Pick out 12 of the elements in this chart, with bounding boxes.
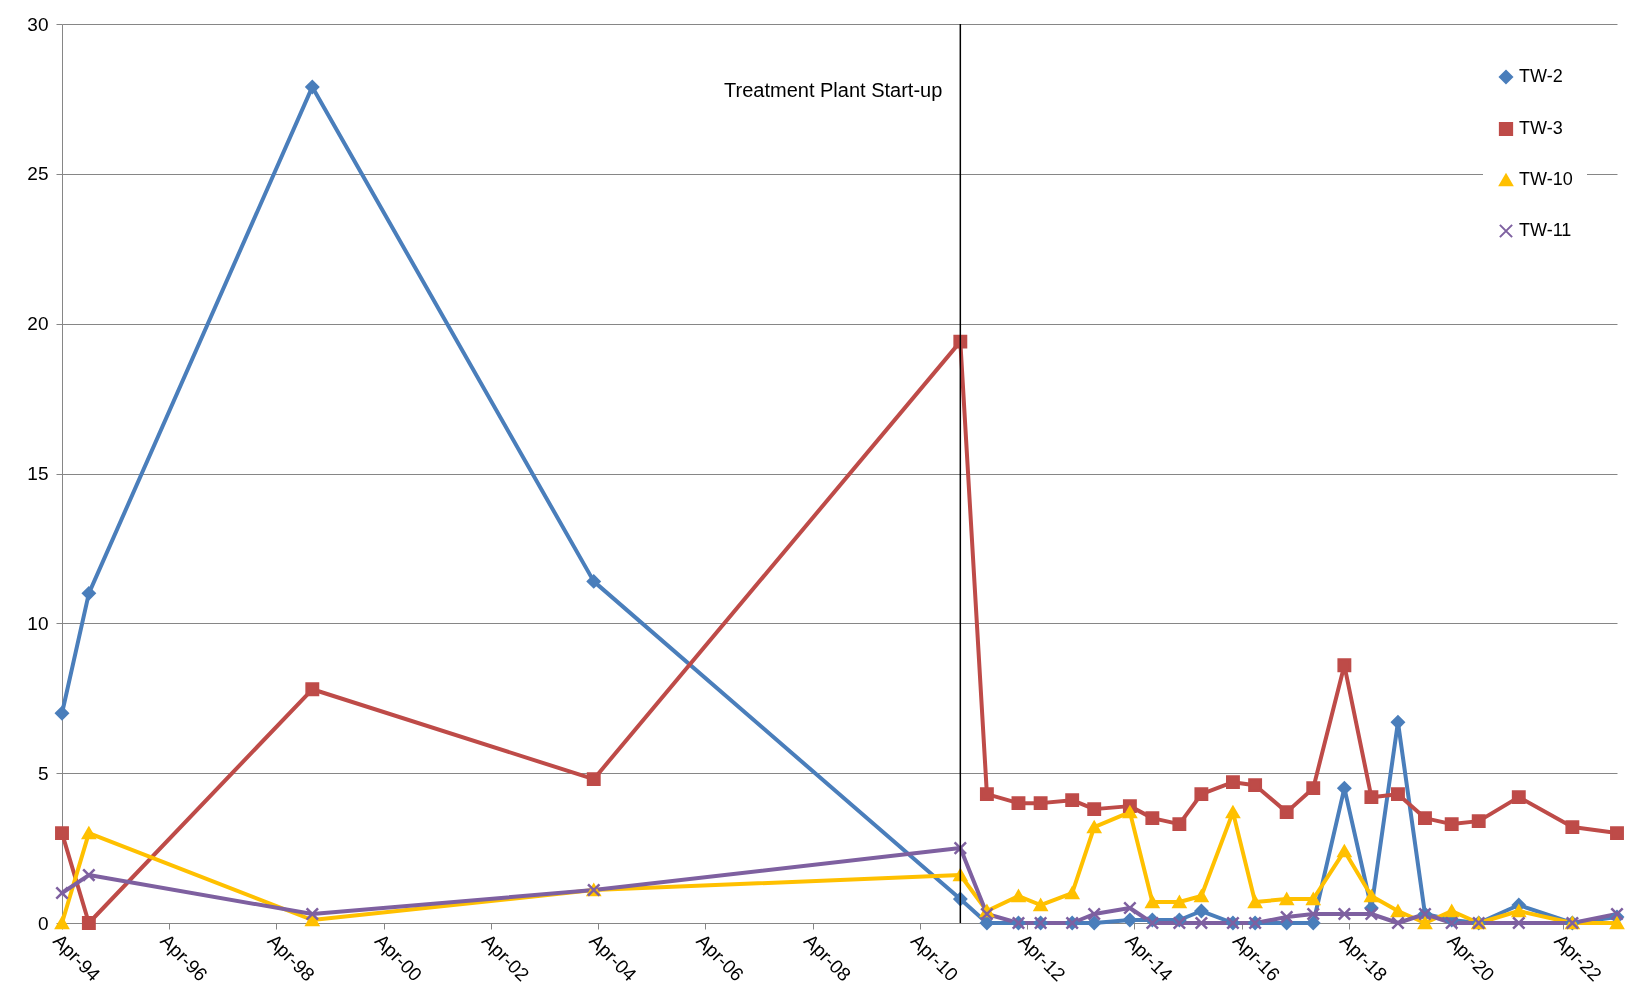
y-tick-label: 20	[27, 313, 49, 335]
y-tick-label: 30	[27, 13, 49, 35]
ref-line-label: Treatment Plant Start-up	[724, 79, 943, 101]
legend-label: TW-10	[1519, 169, 1573, 189]
y-tick-label: 0	[37, 912, 49, 934]
legend-label: TW-3	[1519, 118, 1563, 138]
y-tick-label: 10	[27, 612, 49, 634]
legend-label: TW-2	[1519, 66, 1563, 86]
y-tick-label: 15	[27, 463, 49, 484]
y-tick-label: 5	[37, 762, 49, 784]
legend-label: TW-11	[1519, 220, 1572, 240]
y-tick-label: 25	[27, 163, 49, 185]
